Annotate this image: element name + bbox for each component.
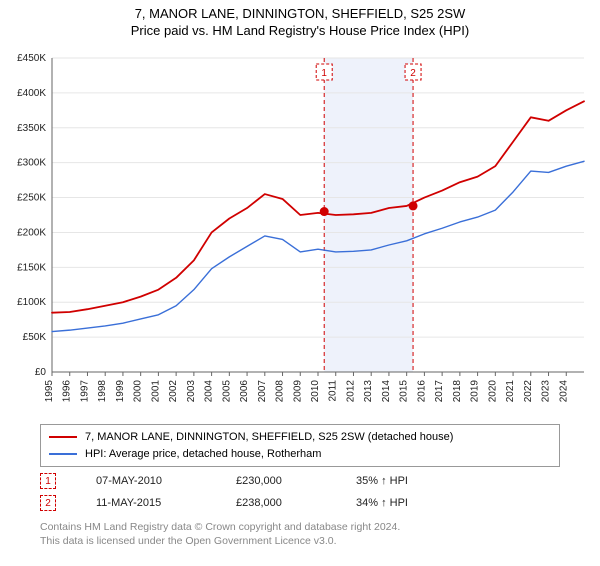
x-tick-label: 2008 bbox=[275, 380, 286, 403]
x-tick-label: 2010 bbox=[310, 380, 321, 403]
sale-marker-date: 07-MAY-2010 bbox=[96, 475, 196, 487]
sale-marker-row: 1 07-MAY-2010 £230,000 35% ↑ HPI bbox=[40, 470, 446, 492]
chart-area: £0 £50K £100K £150K £200K £250K £300K £350K £400… bbox=[6, 52, 594, 408]
footer-attribution: Contains HM Land Registry data © Crown c… bbox=[40, 520, 400, 548]
x-tick-label: 2023 bbox=[541, 380, 552, 403]
y-tick-label: £200K bbox=[17, 227, 46, 238]
legend-row: HPI: Average price, detached house, Roth… bbox=[49, 446, 551, 463]
x-tick-label: 2003 bbox=[186, 380, 197, 403]
x-tick-label: 1995 bbox=[44, 380, 55, 403]
y-tick-label: £400K bbox=[17, 88, 46, 99]
x-tick-label: 2014 bbox=[381, 380, 392, 403]
y-tick-label: £50K bbox=[23, 332, 47, 343]
sale-marker-price: £230,000 bbox=[236, 475, 316, 487]
x-tick-label: 2012 bbox=[345, 380, 356, 403]
x-tick-label: 1999 bbox=[115, 380, 126, 403]
series-hpi bbox=[52, 161, 584, 331]
x-tick-label: 2001 bbox=[150, 380, 161, 403]
sale-marker-hpi: 35% ↑ HPI bbox=[356, 475, 446, 487]
x-tick-label: 1997 bbox=[79, 380, 90, 403]
legend-label: HPI: Average price, detached house, Roth… bbox=[85, 446, 321, 463]
x-tick-label: 2024 bbox=[558, 380, 569, 403]
x-tick-label: 2004 bbox=[204, 380, 215, 403]
x-tick-label: 1998 bbox=[97, 380, 108, 403]
x-tick-label: 2013 bbox=[363, 380, 374, 403]
legend-swatch bbox=[49, 453, 77, 455]
x-tick-label: 2011 bbox=[328, 380, 339, 402]
marker-vline-label: 2 bbox=[410, 68, 416, 79]
x-tick-label: 2007 bbox=[257, 380, 268, 403]
chart-title: 7, MANOR LANE, DINNINGTON, SHEFFIELD, S2… bbox=[0, 6, 600, 21]
series-marker bbox=[320, 207, 329, 216]
x-tick-label: 2005 bbox=[221, 380, 232, 403]
y-tick-label: £100K bbox=[17, 297, 46, 308]
sale-markers-table: 1 07-MAY-2010 £230,000 35% ↑ HPI 2 11-MAY-201… bbox=[40, 470, 446, 514]
chart-subtitle: Price paid vs. HM Land Registry's House … bbox=[0, 23, 600, 38]
x-tick-label: 2017 bbox=[434, 380, 445, 403]
footer-line-1: Contains HM Land Registry data © Crown c… bbox=[40, 520, 400, 534]
y-tick-label: £0 bbox=[35, 367, 47, 378]
x-tick-label: 2006 bbox=[239, 380, 250, 403]
chart-container: 7, MANOR LANE, DINNINGTON, SHEFFIELD, S2… bbox=[0, 6, 600, 566]
sale-marker-chip: 2 bbox=[40, 495, 56, 511]
x-tick-label: 2018 bbox=[452, 380, 463, 403]
y-tick-label: £300K bbox=[17, 158, 46, 169]
x-tick-label: 2000 bbox=[133, 380, 144, 403]
legend-box: 7, MANOR LANE, DINNINGTON, SHEFFIELD, S2… bbox=[40, 424, 560, 467]
x-tick-label: 2022 bbox=[523, 380, 534, 403]
y-tick-label: £150K bbox=[17, 262, 46, 273]
x-tick-label: 2009 bbox=[292, 380, 303, 403]
x-tick-label: 1996 bbox=[62, 380, 73, 403]
sale-marker-price: £238,000 bbox=[236, 497, 316, 509]
series-price_paid bbox=[52, 101, 584, 312]
sale-marker-date: 11-MAY-2015 bbox=[96, 497, 196, 509]
y-tick-label: £350K bbox=[17, 123, 46, 134]
y-tick-label: £250K bbox=[17, 193, 46, 204]
sale-marker-row: 2 11-MAY-2015 £238,000 34% ↑ HPI bbox=[40, 492, 446, 514]
legend-label: 7, MANOR LANE, DINNINGTON, SHEFFIELD, S2… bbox=[85, 429, 453, 446]
footer-line-2: This data is licensed under the Open Gov… bbox=[40, 534, 400, 548]
line-chart-svg: £0 £50K £100K £150K £200K £250K £300K £350K £400… bbox=[6, 52, 594, 408]
x-tick-label: 2015 bbox=[399, 380, 410, 403]
x-tick-label: 2021 bbox=[505, 380, 516, 403]
x-tick-label: 2019 bbox=[470, 380, 481, 403]
sale-marker-chip: 1 bbox=[40, 473, 56, 489]
x-tick-label: 2016 bbox=[416, 380, 427, 403]
legend-swatch bbox=[49, 436, 77, 438]
sale-marker-hpi: 34% ↑ HPI bbox=[356, 497, 446, 509]
x-tick-label: 2002 bbox=[168, 380, 179, 403]
marker-vline-label: 1 bbox=[321, 68, 327, 79]
legend-row: 7, MANOR LANE, DINNINGTON, SHEFFIELD, S2… bbox=[49, 429, 551, 446]
y-tick-label: £450K bbox=[17, 53, 46, 64]
series-marker bbox=[409, 201, 418, 210]
x-tick-label: 2020 bbox=[487, 380, 498, 403]
